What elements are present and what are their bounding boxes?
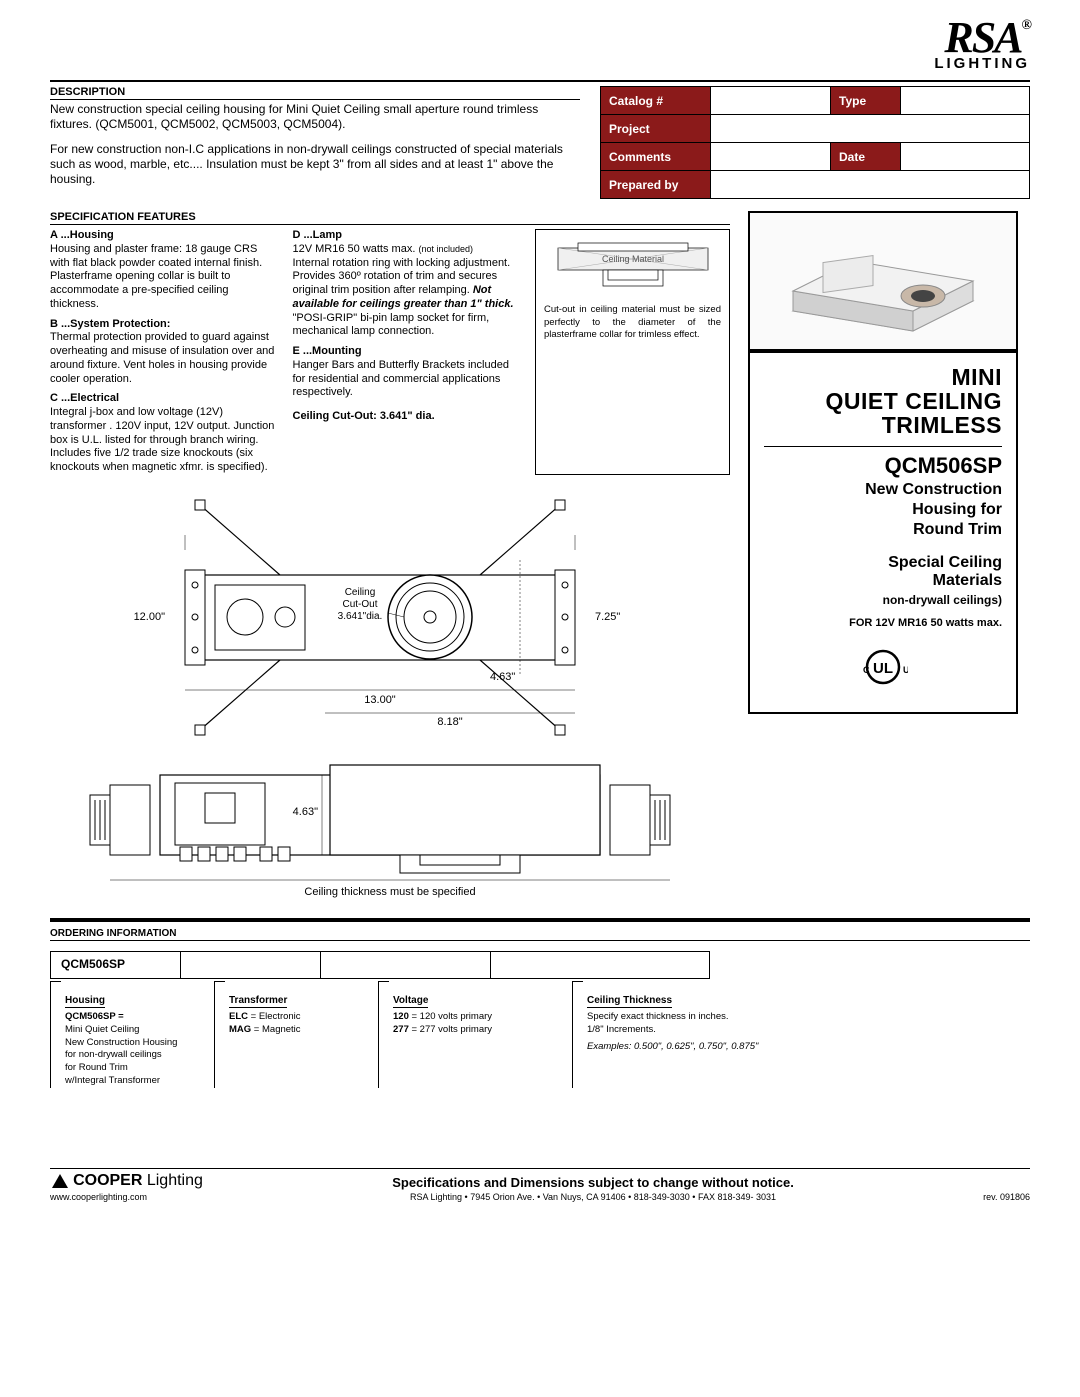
svg-text:US: US — [903, 665, 908, 675]
cutout-detail-box: Ceiling Material Cut-out in ceiling mate… — [535, 229, 730, 475]
project-info-table: Catalog # Type Project Comments Date Pre… — [600, 86, 1030, 199]
brand-sub: LIGHTING — [50, 55, 1030, 72]
brand-logo: RSA® LIGHTING — [50, 20, 1030, 72]
footer-rev: rev. 091806 — [983, 1192, 1030, 1202]
svg-text:C: C — [863, 665, 870, 675]
svg-text:Ceiling Material: Ceiling Material — [601, 254, 663, 264]
svg-text:UL: UL — [873, 660, 893, 677]
spec-c: Integral j-box and low voltage (12V) tra… — [50, 406, 277, 475]
spec-heading: SPECIFICATION FEATURES — [50, 211, 730, 225]
svg-text:8.18": 8.18" — [437, 716, 462, 728]
prepared-label: Prepared by — [601, 171, 711, 199]
order-cell-4[interactable] — [491, 952, 709, 978]
type-value[interactable] — [901, 87, 1030, 115]
order-cell-3[interactable] — [321, 952, 491, 978]
sb-sub2a: Special Ceiling — [764, 554, 1002, 572]
sb-title2: QUIET CEILING — [764, 389, 1002, 413]
sb-sub1b: Housing for — [764, 501, 1002, 519]
spec-d: 12V MR16 50 watts max. (not included)Int… — [293, 243, 520, 339]
svg-text:Ceiling thickness must be spec: Ceiling thickness must be specified — [304, 886, 475, 898]
svg-text:Ceiling: Ceiling — [345, 587, 376, 598]
spec-cutout-h: Ceiling Cut-Out: 3.641" dia. — [293, 410, 520, 424]
footer-www: www.cooperlighting.com — [50, 1192, 203, 1202]
sb-sub2b: Materials — [764, 572, 1002, 590]
sb-title3: TRIMLESS — [764, 413, 1002, 437]
spec-e: Hanger Bars and Butterfly Brackets inclu… — [293, 359, 520, 400]
spec-a-h: A ...Housing — [50, 229, 277, 243]
svg-text:12.00": 12.00" — [134, 611, 166, 623]
spec-d-h: D ...Lamp — [293, 229, 520, 243]
footer-addr: RSA Lighting • 7945 Orion Ave. • Van Nuy… — [203, 1192, 983, 1202]
svg-text:3.641"dia.: 3.641"dia. — [338, 611, 383, 622]
description-p1: New construction special ceiling housing… — [50, 102, 580, 132]
sb-sub3: non-drywall ceilings) — [764, 593, 1002, 607]
sb-sub1a: New Construction — [764, 481, 1002, 499]
date-label: Date — [831, 143, 901, 171]
ot-xfmr-h: Transformer — [229, 995, 287, 1008]
product-sidebar: MINI QUIET CEILING TRIMLESS QCM506SP New… — [748, 211, 1018, 713]
prepared-value[interactable] — [711, 171, 1030, 199]
spec-c-h: C ...Electrical — [50, 392, 277, 406]
type-label: Type — [831, 87, 901, 115]
description-p2: For new construction non-I.C application… — [50, 142, 580, 187]
catalog-label: Catalog # — [601, 87, 711, 115]
ot-thick-h: Ceiling Thickness — [587, 995, 672, 1008]
ordering-tree: Housing QCM506SP = Mini Quiet Ceiling Ne… — [50, 981, 1030, 1088]
svg-text:Cut-Out: Cut-Out — [342, 599, 377, 610]
product-photo — [750, 213, 1016, 353]
ot-volt-h: Voltage — [393, 995, 428, 1008]
ordering-heading: ORDERING INFORMATION — [50, 928, 1030, 941]
spec-e-h: E ...Mounting — [293, 345, 520, 359]
comments-value[interactable] — [711, 143, 831, 171]
spec-b: Thermal protection provided to guard aga… — [50, 331, 277, 386]
date-value[interactable] — [901, 143, 1030, 171]
svg-text:13.00": 13.00" — [364, 694, 396, 706]
svg-text:4.63": 4.63" — [490, 671, 515, 683]
cooper-logo: COOPER Lighting — [73, 1172, 203, 1189]
spec-b-h: B ...System Protection: — [50, 318, 277, 332]
housing-diagram: 12.00" 7.25" Ceiling Cut-Out 3.641"dia. … — [50, 475, 730, 905]
ul-badge: ULC US — [764, 647, 1002, 690]
ordering-row: QCM506SP — [50, 951, 710, 979]
spec-a: Housing and plaster frame: 18 gauge CRS … — [50, 243, 277, 312]
description-heading: DESCRIPTION — [50, 86, 580, 100]
sb-model: QCM506SP — [764, 446, 1002, 479]
comments-label: Comments — [601, 143, 711, 171]
project-value[interactable] — [711, 115, 1030, 143]
catalog-value[interactable] — [711, 87, 831, 115]
sb-sub4: FOR 12V MR16 50 watts max. — [764, 617, 1002, 629]
brand-name: RSA® — [50, 20, 1030, 55]
order-cell-1: QCM506SP — [51, 952, 181, 978]
ot-housing-h: Housing — [65, 995, 105, 1008]
footer: COOPER Lighting www.cooperlighting.com S… — [50, 1168, 1030, 1202]
sb-title1: MINI — [764, 365, 1002, 389]
sb-sub1c: Round Trim — [764, 521, 1002, 539]
svg-text:7.25": 7.25" — [595, 611, 620, 623]
svg-text:4.63": 4.63" — [293, 806, 318, 818]
project-label: Project — [601, 115, 711, 143]
cutout-diagram: Ceiling Material — [548, 238, 718, 298]
cutout-note: Cut-out in ceiling material must be size… — [544, 304, 721, 341]
footer-notice: Specifications and Dimensions subject to… — [203, 1175, 983, 1190]
order-cell-2[interactable] — [181, 952, 321, 978]
